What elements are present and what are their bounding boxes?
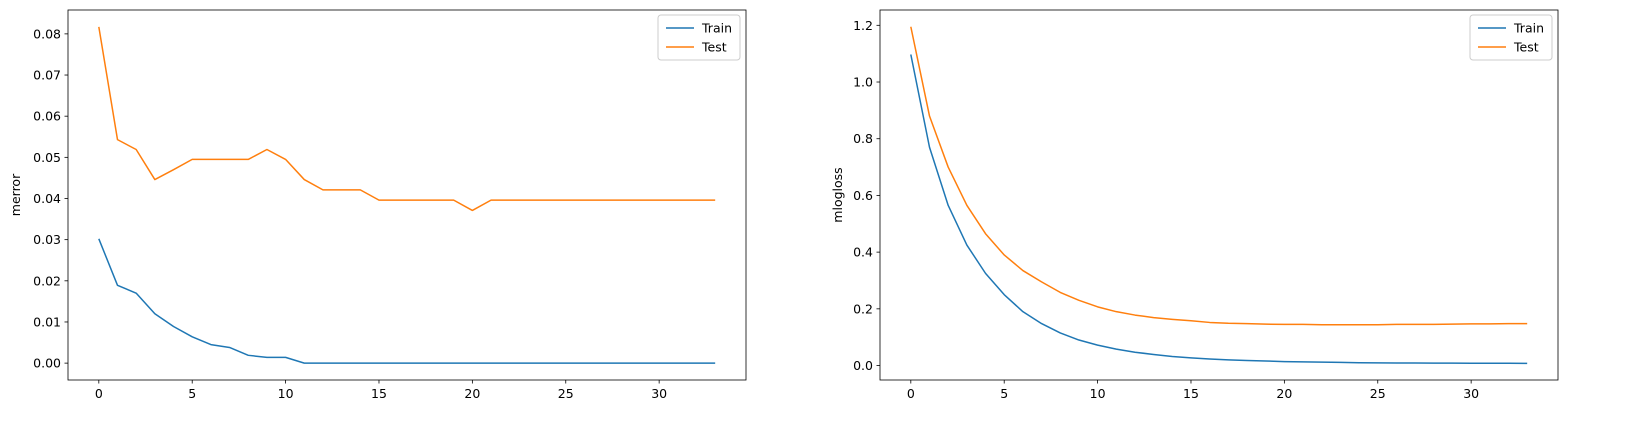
x-tick-label: 5 — [188, 386, 196, 401]
x-tick-label: 10 — [278, 386, 294, 401]
y-tick-label: 0.6 — [853, 188, 873, 203]
y-tick-label: 1.0 — [853, 75, 873, 90]
y-tick-label: 0.01 — [33, 314, 61, 329]
axes-mlogloss: 0 5 10 15 20 25 30 0.0 0.2 0.4 0.6 0.8 1.0 1.2 mloglos… — [830, 9, 1559, 401]
legend-label-train: Train — [701, 21, 732, 36]
x-tick-label: 25 — [1370, 386, 1386, 401]
y-tick-label: 0.04 — [33, 191, 61, 206]
x-tick-label: 20 — [1276, 386, 1292, 401]
y-tick-label: 0.02 — [33, 273, 61, 288]
axes-merror: 0 5 10 15 20 25 30 0.00 0.01 0.02 0.03 0.04 0.05 0.06… — [8, 9, 747, 401]
axes-frame — [67, 9, 747, 381]
y-tick-label: 0.8 — [853, 131, 873, 146]
series-line-test — [910, 26, 1528, 326]
y-axis-label: mlogloss — [830, 167, 845, 222]
x-tick-label: 0 — [907, 386, 915, 401]
x-tick-label: 30 — [1463, 386, 1479, 401]
legend: Train Test — [657, 14, 741, 61]
x-tick-label: 25 — [558, 386, 574, 401]
series-line-train — [910, 54, 1528, 365]
y-tick-label: 0.2 — [853, 301, 873, 316]
y-tick-label: 0.0 — [853, 358, 873, 373]
x-tick-label: 10 — [1090, 386, 1106, 401]
y-tick-label: 0.06 — [33, 109, 61, 124]
y-tick-label: 1.2 — [853, 18, 873, 33]
y-tick-label: 0.07 — [33, 68, 61, 83]
y-tick-label: 0.08 — [33, 26, 61, 41]
legend: Train Test — [1469, 14, 1553, 61]
legend-box — [1469, 14, 1553, 61]
legend-label-test: Test — [701, 40, 727, 55]
series-line-train — [98, 238, 716, 364]
x-tick-label: 30 — [651, 386, 667, 401]
y-tick-label: 0.05 — [33, 150, 61, 165]
y-axis-label: merror — [8, 173, 23, 216]
x-tick-label: 15 — [1183, 386, 1199, 401]
x-tick-label: 20 — [464, 386, 480, 401]
x-tick-label: 5 — [1000, 386, 1008, 401]
x-tick-label: 0 — [95, 386, 103, 401]
y-tick-label: 0.03 — [33, 232, 61, 247]
legend-box — [657, 14, 741, 61]
axes-frame — [879, 9, 1559, 381]
series-line-test — [98, 26, 716, 212]
legend-label-train: Train — [1513, 21, 1544, 36]
x-tick-label: 15 — [371, 386, 387, 401]
legend-label-test: Test — [1513, 40, 1539, 55]
y-tick-label: 0.4 — [853, 245, 873, 260]
y-tick-label: 0.00 — [33, 356, 61, 371]
